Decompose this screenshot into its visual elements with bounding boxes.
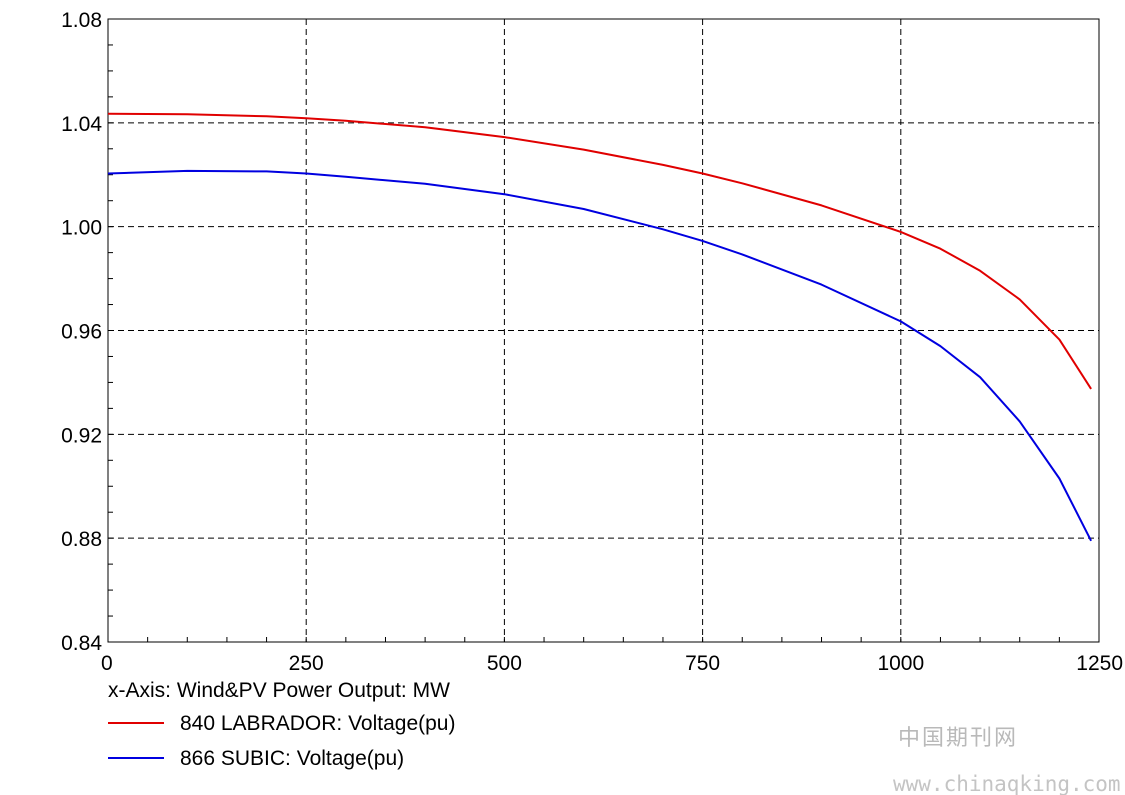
legend-label-866-subic: 866 SUBIC: Voltage(pu) bbox=[180, 747, 404, 770]
x-tick-label: 250 bbox=[289, 652, 324, 675]
y-tick-label: 1.00 bbox=[61, 217, 102, 240]
grid-lines bbox=[108, 19, 1099, 642]
y-tick-label: 1.08 bbox=[61, 9, 102, 32]
x-tick-label: 1000 bbox=[877, 652, 924, 675]
x-axis-label: x-Axis: Wind&PV Power Output: MW bbox=[108, 679, 450, 702]
series-line-866-subic bbox=[107, 169, 1092, 542]
x-tick-label: 0 bbox=[101, 652, 113, 675]
minor-ticks bbox=[107, 18, 1100, 643]
y-tick-label: 1.04 bbox=[61, 113, 102, 136]
legend: x-Axis: Wind&PV Power Output: MW 840 LAB… bbox=[108, 679, 455, 770]
y-tick-label: 0.84 bbox=[61, 632, 102, 655]
watermark-cn: 中国期刊网 bbox=[898, 726, 1018, 751]
plot-frame bbox=[107, 18, 1100, 643]
y-axis-tick-labels: 0.84 0.88 0.92 0.96 1.00 1.04 1.08 bbox=[61, 9, 102, 655]
watermark: 中国期刊网 www.chinaqking.com bbox=[893, 726, 1121, 795]
x-axis-tick-labels: 0 250 500 750 1000 1250 bbox=[101, 652, 1123, 675]
series-lines bbox=[107, 112, 1092, 542]
series-line-840-labrador bbox=[107, 112, 1092, 390]
y-tick-label: 0.96 bbox=[61, 321, 102, 344]
y-tick-label: 0.88 bbox=[61, 528, 102, 551]
x-tick-label: 1250 bbox=[1076, 652, 1123, 675]
x-tick-label: 750 bbox=[685, 652, 720, 675]
legend-label-840-labrador: 840 LABRADOR: Voltage(pu) bbox=[180, 712, 455, 735]
x-tick-label: 500 bbox=[487, 652, 522, 675]
y-tick-label: 0.92 bbox=[61, 424, 102, 447]
watermark-url: www.chinaqking.com bbox=[893, 772, 1121, 795]
